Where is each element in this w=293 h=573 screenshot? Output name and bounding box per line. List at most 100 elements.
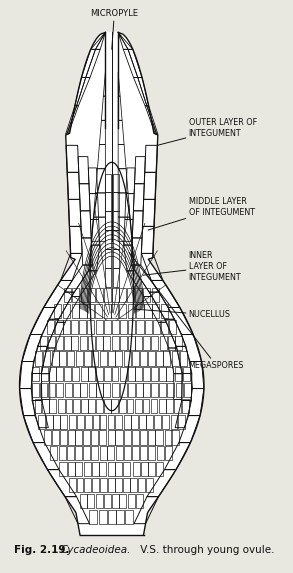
Bar (108, 509, 115, 524)
Bar (171, 415, 178, 429)
Bar (151, 383, 158, 397)
Bar (169, 320, 176, 334)
Bar (104, 399, 111, 413)
Bar (124, 415, 131, 429)
Bar (84, 462, 91, 476)
Bar (156, 351, 163, 366)
Bar (105, 230, 111, 249)
Bar (49, 367, 55, 382)
Bar (88, 383, 96, 397)
Bar (95, 304, 102, 318)
Bar (172, 351, 179, 366)
Bar (104, 288, 111, 303)
Bar (139, 415, 146, 429)
Bar (87, 320, 94, 334)
Bar (59, 446, 66, 461)
Bar (120, 367, 127, 382)
Bar (67, 351, 74, 366)
Bar (119, 399, 126, 413)
Bar (144, 304, 151, 318)
Bar (130, 478, 137, 492)
Bar (44, 430, 51, 445)
Bar (135, 399, 142, 413)
Bar (178, 415, 185, 429)
Bar (175, 336, 182, 350)
Bar (113, 249, 120, 268)
Bar (113, 174, 120, 193)
Bar (80, 494, 86, 508)
Bar (64, 367, 71, 382)
Bar (135, 336, 142, 350)
Bar (105, 193, 111, 211)
Bar (99, 509, 107, 524)
Bar (108, 462, 115, 476)
Bar (139, 430, 147, 445)
Bar (132, 446, 139, 461)
Bar (62, 304, 70, 318)
Bar (112, 383, 119, 397)
Bar (99, 430, 106, 445)
Bar (161, 304, 168, 318)
Bar (113, 268, 120, 286)
Bar (165, 430, 172, 445)
Bar (49, 399, 56, 413)
Bar (174, 399, 181, 413)
Bar (99, 415, 106, 429)
Bar (91, 430, 98, 445)
Bar (64, 336, 71, 350)
Bar (115, 478, 122, 492)
Bar (112, 288, 119, 303)
Bar (128, 336, 135, 350)
Bar (115, 430, 122, 445)
Bar (40, 336, 47, 350)
Bar (56, 367, 63, 382)
Bar (107, 446, 115, 461)
Bar (143, 367, 150, 382)
Bar (75, 430, 82, 445)
Bar (115, 351, 122, 366)
Text: Fig. 2.19.: Fig. 2.19. (14, 545, 70, 555)
Bar (123, 478, 130, 492)
Bar (104, 367, 111, 382)
Bar (111, 399, 118, 413)
Text: MEGASPORES: MEGASPORES (129, 253, 244, 370)
Bar (151, 336, 158, 350)
Bar (69, 415, 76, 429)
Bar (91, 446, 98, 461)
Bar (88, 288, 95, 303)
Bar (52, 430, 59, 445)
Bar (127, 399, 133, 413)
Bar (73, 383, 79, 397)
Bar (54, 304, 62, 318)
Bar (160, 336, 167, 350)
Bar (153, 320, 160, 334)
Bar (105, 249, 111, 268)
Bar (40, 383, 47, 397)
Text: V.S. through young ovule.: V.S. through young ovule. (137, 545, 275, 555)
Bar (74, 446, 82, 461)
Bar (80, 336, 87, 350)
Bar (175, 367, 182, 382)
Bar (77, 415, 84, 429)
Bar (76, 351, 83, 366)
Bar (96, 288, 103, 303)
Bar (128, 304, 135, 318)
Bar (148, 351, 155, 366)
Bar (140, 446, 147, 461)
Bar (152, 304, 159, 318)
Bar (159, 383, 166, 397)
Bar (59, 351, 66, 366)
Bar (137, 320, 144, 334)
Bar (143, 336, 150, 350)
Bar (120, 320, 127, 334)
Bar (92, 478, 99, 492)
Bar (148, 430, 155, 445)
Bar (83, 446, 91, 461)
Bar (119, 494, 126, 508)
Bar (67, 446, 74, 461)
Bar (56, 383, 63, 397)
Bar (132, 415, 138, 429)
Bar (66, 399, 72, 413)
Bar (183, 367, 190, 382)
Bar (108, 478, 115, 492)
